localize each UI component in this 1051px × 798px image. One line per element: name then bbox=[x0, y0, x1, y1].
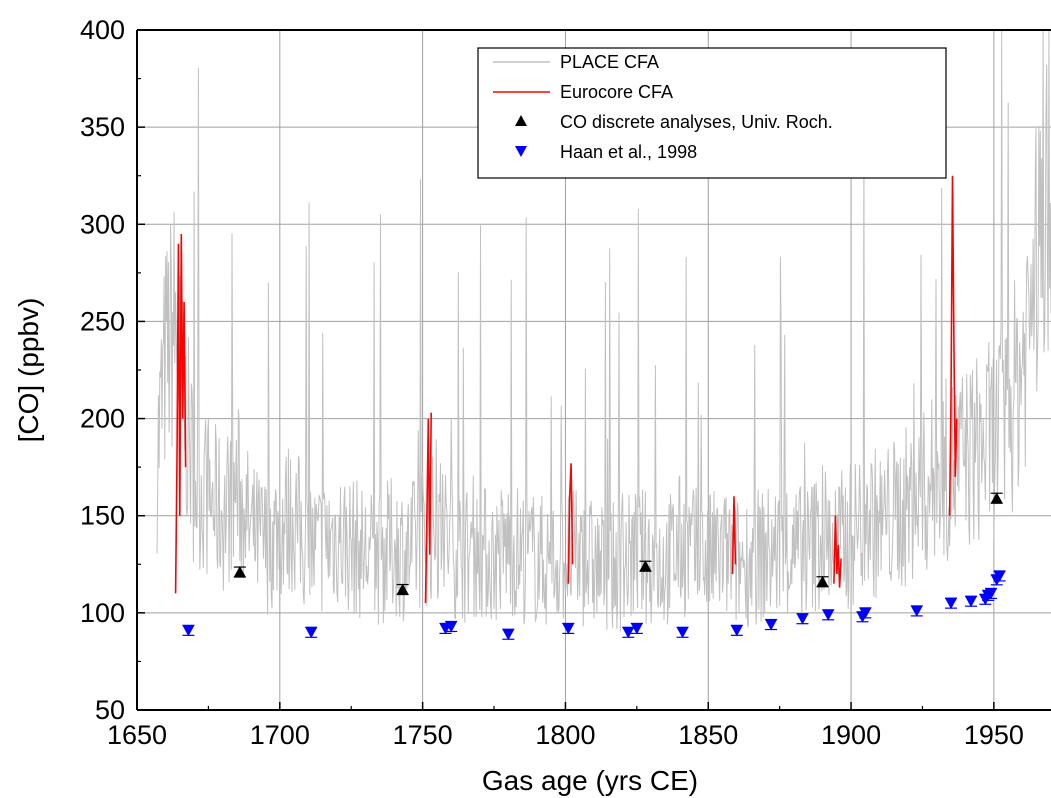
haan-point bbox=[730, 624, 743, 637]
x-tick-label: 1800 bbox=[535, 720, 595, 750]
haan-point bbox=[765, 618, 778, 631]
co-discrete-point bbox=[396, 583, 409, 596]
haan-point bbox=[985, 587, 998, 600]
y-tick-label: 250 bbox=[80, 306, 125, 336]
x-tick-label: 1700 bbox=[250, 720, 310, 750]
legend-label-place-cfa: PLACE CFA bbox=[560, 52, 659, 72]
co-discrete-point bbox=[639, 560, 652, 572]
haan-point bbox=[945, 597, 958, 610]
y-tick-label: 150 bbox=[80, 501, 125, 531]
co-discrete-point bbox=[990, 492, 1003, 504]
x-tick-labels: 1650 1700 1750 1800 1850 1900 1950 bbox=[107, 720, 1024, 750]
co-discrete-point bbox=[816, 575, 829, 588]
axes bbox=[136, 29, 1051, 711]
haan-point bbox=[993, 570, 1006, 582]
haan-point bbox=[910, 605, 923, 617]
y-tick-label: 200 bbox=[80, 404, 125, 434]
x-tick-label: 1750 bbox=[393, 720, 453, 750]
eurocore-cfa-segment bbox=[948, 175, 958, 516]
x-tick-label: 1950 bbox=[964, 720, 1024, 750]
series-place-cfa bbox=[156, 29, 1051, 632]
eurocore-cfa-segment bbox=[424, 412, 432, 604]
legend: PLACE CFA Eurocore CFA CO discrete analy… bbox=[477, 47, 947, 179]
y-tick-label: 50 bbox=[95, 695, 125, 725]
series-co-discrete-analyses bbox=[233, 492, 1003, 596]
y-tick-label: 300 bbox=[80, 209, 125, 239]
eurocore-cfa-segment bbox=[731, 496, 737, 575]
x-tick-label: 1900 bbox=[821, 720, 881, 750]
x-axis-title: Gas age (yrs CE) bbox=[482, 765, 698, 796]
x-tick-label: 1850 bbox=[678, 720, 738, 750]
place-cfa-line bbox=[156, 29, 1051, 632]
legend-box bbox=[477, 47, 947, 179]
haan-point bbox=[305, 626, 318, 639]
series-haan-1998 bbox=[182, 570, 1006, 641]
legend-label-eurocore-cfa: Eurocore CFA bbox=[560, 82, 673, 102]
haan-point bbox=[676, 626, 689, 639]
y-axis-title: [CO] (ppbv) bbox=[13, 298, 44, 443]
x-tick-label: 1650 bbox=[107, 720, 167, 750]
y-tick-label: 400 bbox=[80, 15, 125, 45]
haan-point bbox=[622, 626, 635, 639]
haan-point bbox=[859, 607, 872, 619]
eurocore-cfa-segment bbox=[833, 515, 842, 588]
y-tick-label: 100 bbox=[80, 598, 125, 628]
legend-label-haan: Haan et al., 1998 bbox=[560, 142, 697, 162]
haan-point bbox=[502, 628, 515, 641]
legend-label-co-discrete: CO discrete analyses, Univ. Roch. bbox=[560, 112, 833, 132]
y-tick-label: 350 bbox=[80, 112, 125, 142]
haan-point bbox=[965, 595, 978, 608]
y-tick-labels: 50 100 150 200 250 300 350 400 bbox=[80, 15, 125, 725]
haan-point bbox=[182, 624, 195, 637]
haan-point bbox=[796, 613, 809, 625]
co-discrete-point bbox=[233, 566, 246, 578]
eurocore-cfa-segment bbox=[567, 463, 574, 584]
haan-point bbox=[445, 620, 458, 633]
legend-marker-haan bbox=[515, 146, 527, 157]
eurocore-cfa-segment bbox=[174, 233, 187, 594]
haan-point bbox=[822, 609, 835, 621]
legend-marker-co-discrete bbox=[515, 115, 527, 126]
series-eurocore-cfa bbox=[174, 175, 958, 604]
haan-point bbox=[630, 622, 643, 635]
haan-point bbox=[562, 622, 575, 635]
